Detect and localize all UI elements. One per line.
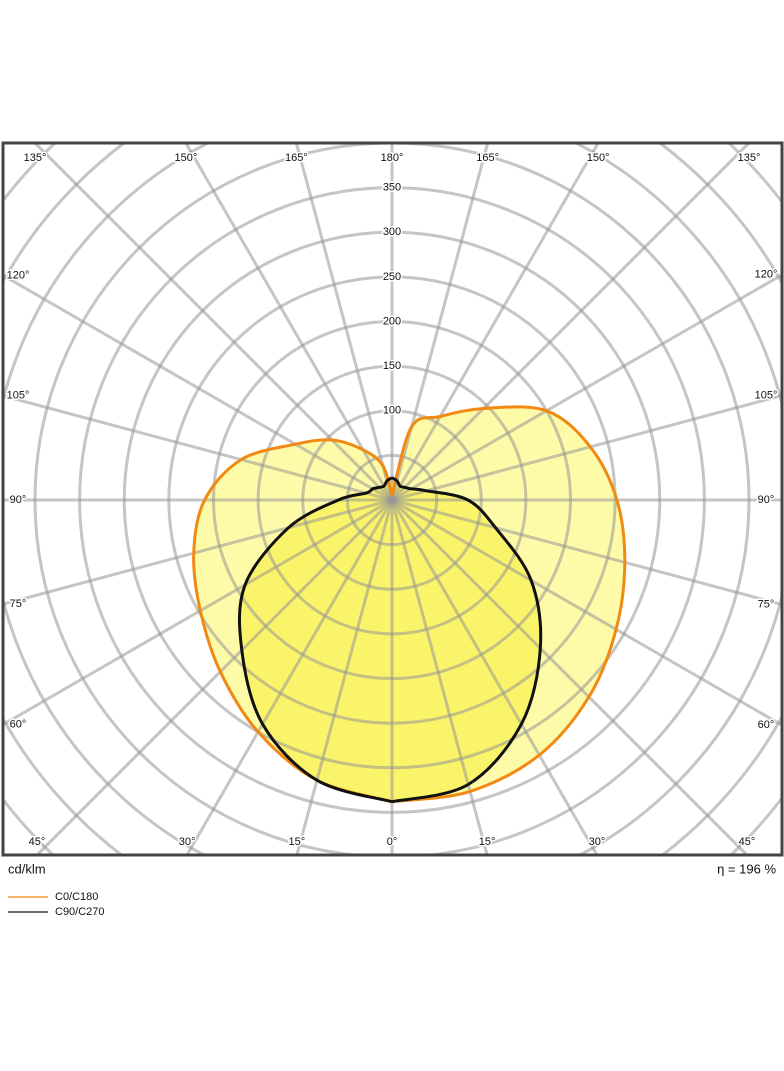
angle-tick-label: 75°	[10, 598, 27, 610]
angle-tick-label: 60°	[758, 719, 775, 731]
angle-tick-label: 0°	[387, 836, 398, 848]
radial-tick-label: 150	[383, 360, 401, 372]
curve	[391, 476, 543, 804]
grid-spoke	[391, 393, 782, 502]
grid-spoke	[3, 498, 393, 606]
radial-tick-label: 250	[383, 271, 401, 283]
angle-tick-label: 165°	[476, 152, 499, 164]
angle-tick-label: 15°	[289, 836, 306, 848]
angle-tick-label: 45°	[29, 836, 46, 848]
grid-spoke	[294, 143, 394, 501]
angle-tick-label: 30°	[589, 836, 606, 848]
angle-tick-label: 135°	[24, 152, 47, 164]
grid-spoke	[390, 499, 599, 855]
angle-tick-label: 60°	[10, 718, 27, 730]
angle-tick-label: 30°	[179, 836, 196, 848]
curve	[237, 476, 393, 804]
grid-spoke	[390, 143, 752, 502]
grid-spoke	[3, 394, 393, 502]
grid-spoke	[295, 499, 394, 855]
legend-label: C0/C180	[55, 891, 98, 903]
curve	[390, 405, 627, 804]
radial-tick-label: 200	[383, 315, 401, 327]
grid-spoke	[390, 498, 750, 855]
angle-tick-label: 45°	[739, 836, 756, 848]
radial-tick-label: 300	[383, 226, 401, 238]
angle-tick-label: 150°	[587, 152, 610, 164]
angle-tick-label: 75°	[758, 598, 775, 610]
angle-tick-label: 90°	[10, 494, 27, 506]
curve	[192, 438, 394, 804]
angle-tick-label: 150°	[175, 152, 198, 164]
grid-spoke	[390, 143, 490, 501]
frame	[1, 141, 784, 857]
grid-spoke	[184, 143, 394, 501]
angle-tick-label: 120°	[755, 269, 778, 281]
grid-spoke	[34, 498, 394, 855]
grid-spoke	[32, 143, 394, 502]
angle-tick-label: 105°	[7, 390, 30, 402]
grid-spoke	[391, 498, 782, 607]
angle-tick-label: 135°	[738, 152, 761, 164]
grid-spoke	[391, 273, 782, 502]
angle-tick-label: 15°	[479, 836, 496, 848]
grid-spoke	[3, 273, 393, 502]
angle-tick-label: 120°	[7, 269, 30, 281]
angle-tick-label: 165°	[285, 152, 308, 164]
grid-spoke	[391, 498, 782, 727]
radial-tick-label: 350	[383, 182, 401, 194]
unit-label: cd/klm	[8, 861, 46, 876]
grid-spoke	[390, 499, 489, 855]
radial-tick-label: 100	[383, 405, 401, 417]
grid-spoke	[3, 498, 393, 727]
angle-tick-label: 90°	[758, 494, 775, 506]
efficiency-label: η = 196 %	[717, 861, 776, 876]
angle-tick-label: 105°	[755, 389, 778, 401]
grid-spoke	[185, 499, 394, 855]
legend-label: C90/C270	[55, 906, 105, 918]
angle-tick-label: 180°	[381, 152, 404, 164]
